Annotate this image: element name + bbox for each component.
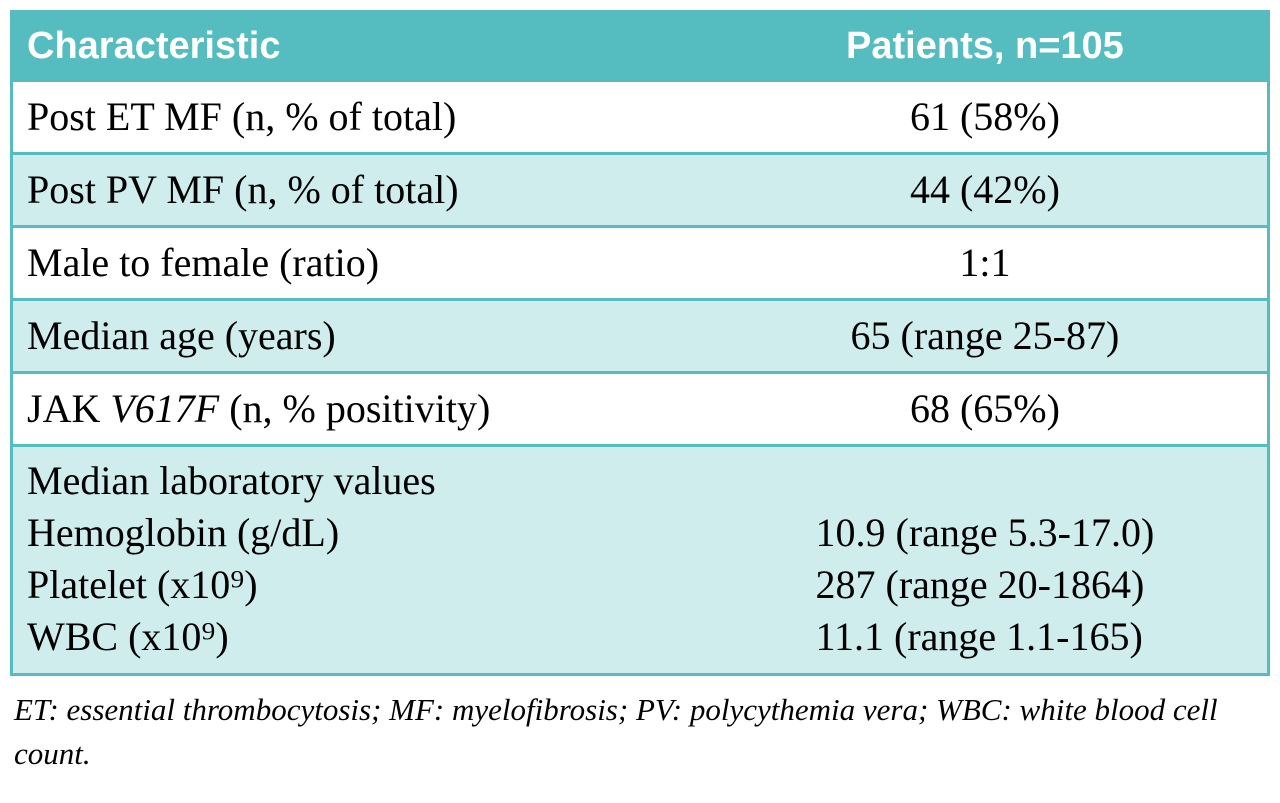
- row-label: Median age (years): [11, 298, 703, 373]
- row-label: Post ET MF (n, % of total): [11, 79, 703, 154]
- table-header-row: Characteristic Patients, n=105: [11, 11, 1269, 81]
- lab-row-label: WBC (x10⁹): [27, 614, 229, 659]
- lab-group-title: Median laboratory values: [27, 458, 436, 503]
- lab-group-labels: Median laboratory values Hemoglobin (g/d…: [11, 444, 703, 675]
- table-row: Post PV MF (n, % of total) 44 (42%): [11, 152, 1269, 227]
- row-label: Male to female (ratio): [11, 225, 703, 300]
- row-value: 1:1: [702, 225, 1269, 300]
- lab-row-value: 11.1 (range 1.1-165): [815, 614, 1143, 659]
- table-row: JAK V617F (n, % positivity) 68 (65%): [11, 371, 1269, 446]
- row-value: 68 (65%): [702, 371, 1269, 446]
- patient-characteristics-table: Characteristic Patients, n=105 Post ET M…: [10, 10, 1270, 676]
- table-row: Male to female (ratio) 1:1: [11, 225, 1269, 300]
- lab-row-value: 287 (range 20-1864): [815, 562, 1145, 607]
- lab-row-label: Platelet (x10⁹): [27, 562, 258, 607]
- lab-row-label: Hemoglobin (g/dL): [27, 510, 340, 555]
- lab-row-value: 10.9 (range 5.3-17.0): [815, 510, 1155, 555]
- column-header-characteristic: Characteristic: [11, 11, 703, 81]
- row-label: JAK V617F (n, % positivity): [11, 371, 703, 446]
- table-footnote: ET: essential thrombocytosis; MF: myelof…: [14, 692, 1218, 771]
- lab-row-value-spacer: [816, 455, 1155, 507]
- row-value: 65 (range 25-87): [702, 298, 1269, 373]
- row-label: Post PV MF (n, % of total): [11, 152, 703, 227]
- lab-values-block: 10.9 (range 5.3-17.0) 287 (range 20-1864…: [816, 455, 1155, 663]
- table-row: Median age (years) 65 (range 25-87): [11, 298, 1269, 373]
- lab-group-values: 10.9 (range 5.3-17.0) 287 (range 20-1864…: [702, 444, 1269, 675]
- table-row-lab-values-group: Median laboratory values Hemoglobin (g/d…: [11, 444, 1269, 675]
- row-label-suffix: (n, % positivity): [219, 386, 491, 431]
- row-value: 61 (58%): [702, 79, 1269, 154]
- row-label-prefix: JAK: [27, 386, 111, 431]
- column-header-patients: Patients, n=105: [702, 11, 1269, 81]
- table-row: Post ET MF (n, % of total) 61 (58%): [11, 79, 1269, 154]
- row-value: 44 (42%): [702, 152, 1269, 227]
- row-label-gene-italic: V617F: [110, 386, 220, 431]
